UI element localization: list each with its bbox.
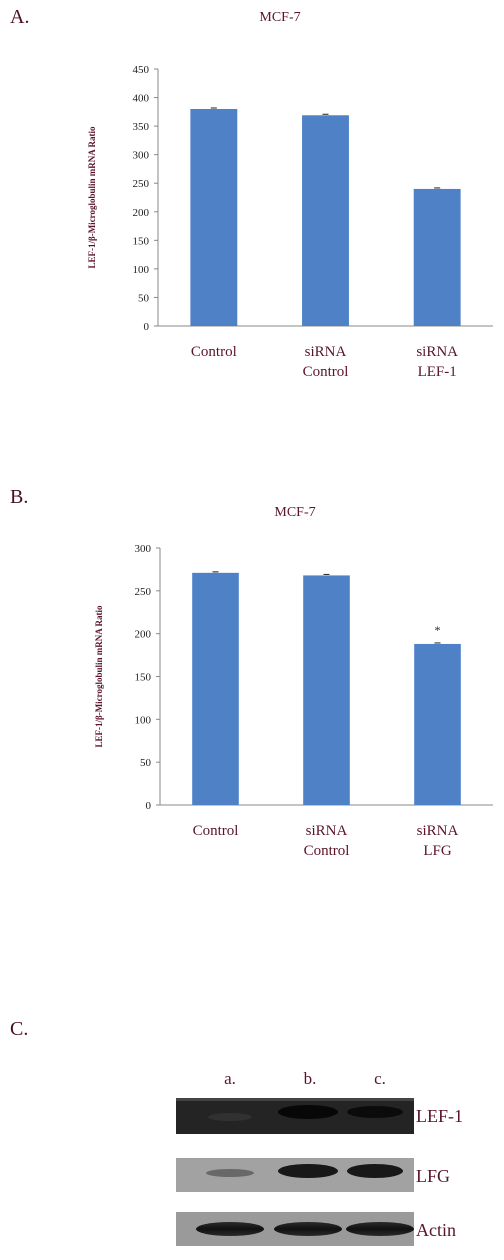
chart-b-y-tick-label: 0	[146, 800, 152, 812]
chart-b: 0 50 100 150 200 250 300 LEF-1/β-Microglobulin …	[94, 543, 493, 859]
chart-b-category-label: Control	[193, 823, 239, 839]
chart-a-bar	[413, 188, 461, 326]
blot-row-label-lfg: LFG	[416, 1166, 450, 1186]
lane-label-b: b.	[304, 1069, 317, 1088]
chart-a-y-tick-label: 0	[144, 321, 150, 333]
chart-b-y-tick-label: 150	[135, 672, 152, 684]
western-blot: a. b. c. LEF-1 LFG Ac	[150, 1060, 490, 1255]
chart-a-y-axis-label: LEF-1/β-Microglobulin mRNA Ratio	[87, 126, 97, 269]
chart-a: 0 50 100 150 200 250 300 350 400 450 LEF-1/β-Micro…	[87, 64, 493, 380]
chart-b-y-tick-label: 200	[135, 629, 152, 641]
lane-label-c: c.	[374, 1069, 386, 1088]
blot-row-label-lef1: LEF-1	[416, 1106, 463, 1126]
chart-a-y-tick-label: 100	[133, 264, 150, 276]
chart-b-y-axis-label: LEF-1/β-Microglobulin mRNA Ratio	[94, 605, 104, 748]
chart-b-category-label: Control	[304, 843, 350, 859]
chart-b-bar	[192, 572, 239, 805]
chart-b-bar	[303, 575, 350, 805]
chart-a-y-tick-label: 400	[133, 93, 150, 105]
chart-b-y-tick-label: 50	[140, 757, 152, 769]
chart-a-bar	[302, 115, 349, 326]
chart-a-y-tick-label: 50	[138, 292, 150, 304]
lane-label-a: a.	[224, 1069, 236, 1088]
chart-a-category-label: siRNA	[416, 344, 458, 360]
blot-strip-lef1	[176, 1098, 414, 1134]
chart-a-bar	[190, 108, 238, 326]
blot-figure: a. b. c. LEF-1 LFG Ac	[176, 1069, 463, 1246]
chart-b-annotation: *	[435, 623, 441, 637]
chart-a-title: MCF-7	[259, 10, 301, 25]
chart-b-y-tick-label: 300	[135, 543, 152, 555]
chart-b-y-tick-label: 250	[135, 586, 152, 598]
chart-a-y-tick-label: 150	[133, 235, 150, 247]
chart-a-y-tick-label: 450	[133, 64, 150, 76]
chart-b-title: MCF-7	[274, 505, 316, 520]
chart-a-y-tick-label: 250	[133, 178, 150, 190]
chart-b-category-label: siRNA	[417, 823, 459, 839]
chart-a-y-tick-label: 300	[133, 150, 150, 162]
chart-a-category-label: siRNA	[305, 344, 347, 360]
blot-strip-lfg	[176, 1158, 414, 1192]
chart-a-category-label: Control	[191, 344, 237, 360]
chart-a-y-tick-label: 350	[133, 121, 150, 133]
blot-row-label-actin: Actin	[416, 1220, 456, 1240]
blot-strip-actin	[176, 1212, 414, 1246]
chart-b-category-label: siRNA	[306, 823, 348, 839]
chart-a-category-label: LEF-1	[418, 364, 457, 380]
chart-b-bar	[414, 643, 461, 805]
chart-b-y-tick-label: 100	[135, 714, 152, 726]
chart-b-category-label: LFG	[423, 843, 452, 859]
chart-a-category-label: Control	[303, 364, 349, 380]
panel-label-a: A.	[10, 6, 30, 28]
panel-label-c: C.	[10, 1018, 29, 1040]
chart-a-y-tick-label: 200	[133, 207, 150, 219]
panel-label-b: B.	[10, 486, 29, 508]
